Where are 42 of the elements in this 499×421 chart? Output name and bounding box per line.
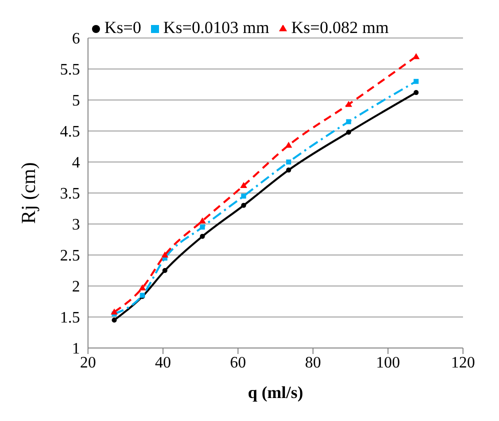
legend-label: Ks=0.0103 mm	[163, 18, 270, 37]
y-tick-label: 5.5	[60, 62, 80, 79]
point	[412, 53, 420, 60]
x-tick-label: 120	[451, 354, 475, 372]
point	[162, 268, 168, 273]
y-tick-label: 1.5	[60, 310, 80, 327]
y-tick-label: 2.5	[60, 248, 80, 265]
y-tick-label: 3.5	[60, 186, 80, 203]
point	[286, 168, 292, 173]
point	[200, 224, 205, 230]
point	[240, 182, 248, 188]
point	[241, 202, 246, 208]
point	[112, 318, 117, 323]
point	[241, 194, 246, 199]
y-axis-title: Rj (cm)	[18, 162, 40, 224]
point	[198, 217, 206, 224]
legend-label: Ks=0	[104, 18, 142, 37]
x-tick-label: 40	[155, 354, 171, 372]
point	[286, 160, 292, 164]
y-tick-label: 1	[72, 340, 80, 358]
x-tick-label: 100	[376, 354, 400, 372]
point	[346, 130, 352, 135]
point	[285, 142, 292, 148]
y-tick-label: 4	[72, 154, 80, 172]
point	[110, 308, 118, 315]
point	[161, 252, 168, 258]
point	[414, 90, 419, 96]
point	[138, 284, 146, 290]
point	[346, 119, 352, 124]
y-tick-label: 2	[72, 278, 80, 296]
legend-label: Ks=0.082 mm	[291, 18, 389, 37]
y-tick-label: 6	[72, 30, 80, 48]
y-tick-label: 4.5	[60, 124, 80, 141]
point	[414, 78, 419, 84]
point	[345, 100, 352, 107]
x-tick-label: 20	[80, 354, 96, 372]
point	[200, 234, 205, 239]
x-tick-label: 60	[230, 354, 246, 372]
y-tick-label: 3	[72, 216, 80, 234]
y-tick-label: 5	[72, 92, 80, 110]
x-axis-title: q (ml/s)	[248, 383, 304, 402]
x-tick-label: 80	[305, 354, 321, 372]
